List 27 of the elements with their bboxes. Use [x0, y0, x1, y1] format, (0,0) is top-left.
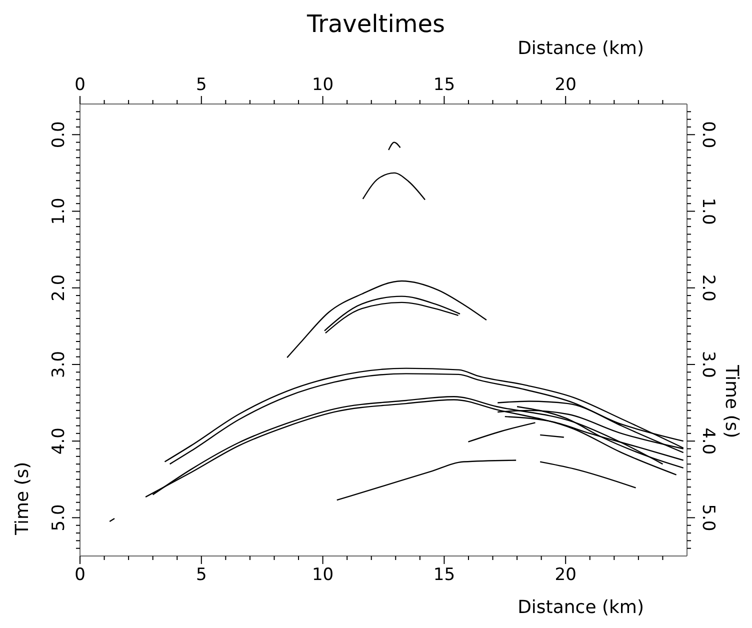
x2-tick-label: 10	[312, 75, 334, 95]
y-tick-label: 3.0	[49, 350, 69, 378]
y2-tick-label: 2.0	[698, 274, 718, 302]
x-tick-label: 15	[433, 565, 456, 585]
x-axis-title: Distance (km)	[518, 597, 644, 618]
y2-tick-label: 1.0	[698, 198, 718, 225]
y2-tick-label: 4.0	[698, 428, 718, 455]
x2-tick-label: 15	[433, 75, 456, 95]
y-axis-title: Time (s)	[12, 462, 33, 536]
x-tick-label: 20	[554, 565, 576, 585]
y2-tick-label: 3.0	[698, 350, 718, 378]
y-tick-label: 0.0	[49, 121, 69, 148]
y-tick-label: 1.0	[49, 198, 69, 225]
y-tick-label: 5.0	[49, 504, 69, 532]
y-tick-label: 4.0	[49, 428, 69, 455]
x2-tick-label: 0	[74, 75, 86, 95]
x2-tick-label: 20	[554, 75, 576, 95]
y-tick-label: 2.0	[49, 274, 69, 302]
x2-tick-label: 5	[196, 75, 207, 95]
x2-axis-title: Distance (km)	[518, 38, 644, 59]
chart-title: Traveltimes	[306, 10, 446, 38]
y2-tick-label: 5.0	[698, 504, 718, 532]
x-tick-label: 10	[312, 565, 334, 585]
y2-axis-title: Time (s)	[721, 364, 742, 438]
y2-tick-label: 0.0	[698, 121, 718, 148]
x-tick-label: 5	[196, 565, 207, 585]
x-tick-label: 0	[74, 565, 86, 585]
